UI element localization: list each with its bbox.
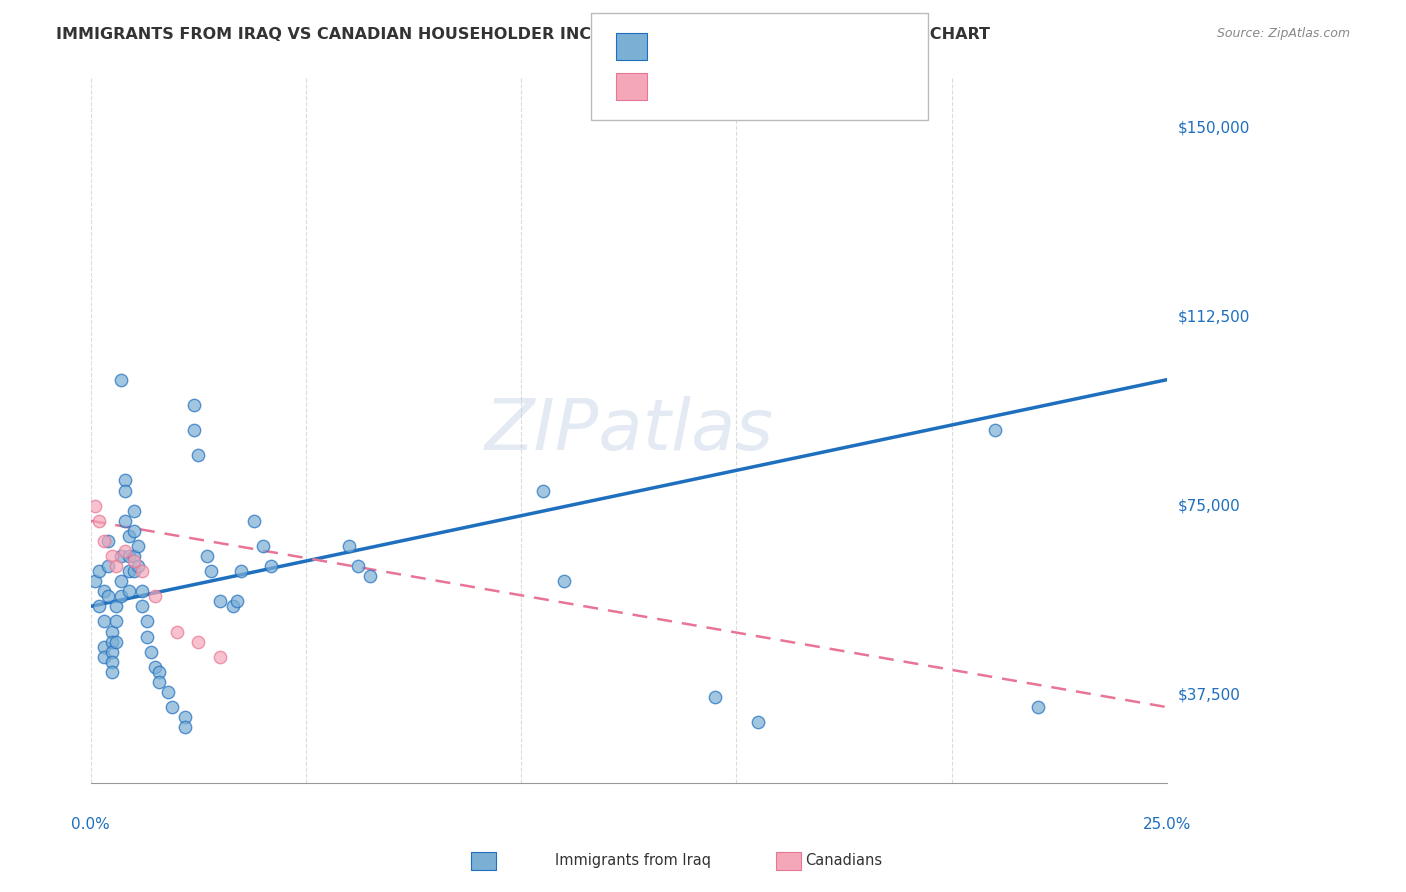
Point (93, 584, 115, 599)
Point (183, 398, 205, 412)
Point (553, 574, 575, 589)
Text: ZIPatlas: ZIPatlas (484, 395, 773, 465)
Point (127, 539, 149, 553)
Point (101, 624, 124, 639)
Point (93, 615, 115, 629)
Point (110, 589, 132, 603)
Point (105, 615, 128, 629)
Text: R =: R = (655, 39, 689, 54)
Text: N =: N = (756, 39, 790, 54)
Point (101, 634, 124, 648)
Text: $75,000: $75,000 (1178, 498, 1240, 513)
Point (157, 685, 180, 699)
Point (187, 634, 209, 648)
Point (531, 483, 554, 498)
Point (200, 564, 222, 578)
Point (114, 483, 136, 498)
Point (135, 615, 157, 629)
Point (110, 549, 132, 563)
Point (114, 544, 136, 558)
Point (101, 655, 124, 669)
Point (195, 549, 218, 563)
Point (122, 554, 145, 568)
Point (131, 564, 153, 578)
Point (93, 640, 115, 654)
Point (187, 448, 209, 462)
Point (143, 589, 166, 603)
Point (148, 665, 170, 679)
Text: -0.221: -0.221 (699, 79, 754, 94)
Point (127, 559, 149, 574)
Text: 68: 68 (799, 39, 820, 54)
Point (174, 720, 197, 734)
Point (148, 674, 170, 689)
Point (118, 529, 141, 543)
Point (139, 645, 162, 659)
Text: $37,500: $37,500 (1178, 687, 1241, 702)
Text: $112,500: $112,500 (1178, 310, 1250, 324)
Point (114, 514, 136, 528)
Point (84, 499, 107, 513)
Point (118, 584, 141, 599)
Point (101, 645, 124, 659)
Point (89, 514, 111, 528)
Point (110, 373, 132, 387)
Point (174, 710, 197, 724)
Point (122, 564, 145, 578)
Point (983, 423, 1005, 437)
Point (208, 594, 231, 608)
Text: $150,000: $150,000 (1178, 120, 1250, 136)
Point (162, 700, 184, 714)
Point (110, 574, 132, 589)
Text: 12: 12 (799, 79, 820, 94)
Point (114, 474, 136, 488)
Point (359, 569, 381, 583)
Point (226, 594, 249, 608)
Point (89, 599, 111, 614)
Point (166, 624, 188, 639)
Point (105, 599, 128, 614)
Point (346, 559, 368, 574)
Point (105, 634, 128, 648)
Text: 25.0%: 25.0% (1143, 817, 1191, 832)
Point (118, 564, 141, 578)
Point (97, 559, 120, 574)
Point (260, 559, 283, 574)
Text: 0.0%: 0.0% (72, 817, 110, 832)
Point (122, 503, 145, 517)
Text: Immigrants from Iraq: Immigrants from Iraq (555, 854, 710, 868)
Point (337, 539, 360, 553)
Point (93, 533, 115, 548)
Point (131, 584, 153, 599)
Text: Canadians: Canadians (806, 854, 882, 868)
Point (1026, 700, 1049, 714)
Text: N =: N = (756, 79, 790, 94)
Point (208, 649, 231, 664)
Point (135, 630, 157, 644)
Point (243, 514, 266, 528)
Point (252, 539, 274, 553)
Point (84, 574, 107, 589)
Point (89, 564, 111, 578)
Point (131, 599, 153, 614)
Point (93, 649, 115, 664)
Point (703, 690, 725, 704)
Point (143, 660, 166, 674)
Point (105, 559, 128, 574)
Point (118, 549, 141, 563)
Point (97, 533, 120, 548)
Point (101, 665, 124, 679)
Point (122, 549, 145, 563)
Text: IMMIGRANTS FROM IRAQ VS CANADIAN HOUSEHOLDER INCOME UNDER 25 YEARS CORRELATION C: IMMIGRANTS FROM IRAQ VS CANADIAN HOUSEHO… (56, 27, 990, 42)
Point (101, 549, 124, 563)
Point (221, 599, 243, 614)
Text: 0.319: 0.319 (699, 39, 747, 54)
Point (231, 564, 253, 578)
Point (97, 589, 120, 603)
Point (747, 715, 769, 730)
Point (122, 524, 145, 538)
Text: Source: ZipAtlas.com: Source: ZipAtlas.com (1216, 27, 1350, 40)
Point (183, 423, 205, 437)
Text: R =: R = (655, 79, 689, 94)
